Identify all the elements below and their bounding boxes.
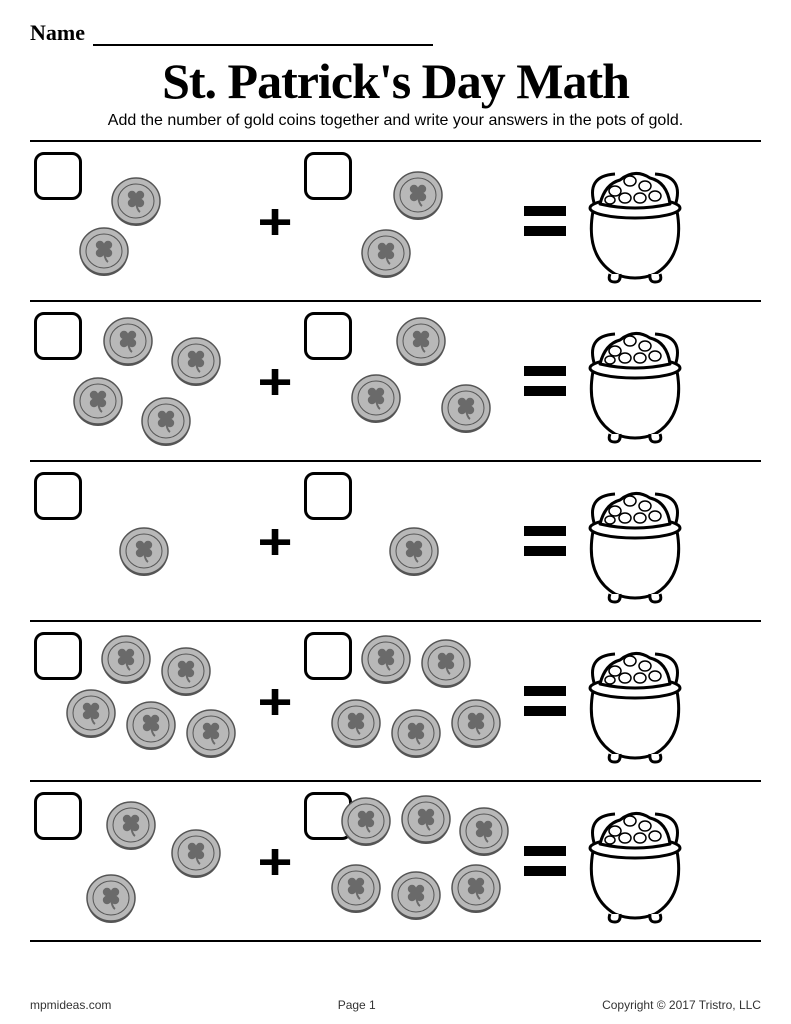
coin-icon — [100, 634, 152, 686]
coin-icon — [392, 170, 444, 222]
footer-copyright: Copyright © 2017 Tristro, LLC — [602, 998, 761, 1012]
coin-icon — [390, 870, 442, 922]
coin-icon — [140, 396, 192, 448]
coin-icon — [78, 226, 130, 278]
coin-icon — [395, 316, 447, 368]
coin-icon — [185, 708, 237, 760]
coins-group — [30, 628, 250, 774]
coin-icon — [118, 526, 170, 578]
plus-sign: + — [250, 832, 300, 891]
coins-group — [300, 308, 520, 454]
footer-page-number: Page 1 — [338, 998, 376, 1012]
pot-of-gold-icon[interactable] — [570, 791, 700, 931]
coins-group — [30, 308, 250, 454]
footer-website: mpmideas.com — [30, 998, 111, 1012]
operand-right — [300, 788, 520, 934]
coin-icon — [72, 376, 124, 428]
problems-container: + — [30, 140, 761, 942]
coin-icon — [450, 698, 502, 750]
operand-left — [30, 788, 250, 934]
name-line: Name — [30, 20, 761, 46]
pot-of-gold-icon[interactable] — [570, 631, 700, 771]
coin-icon — [458, 806, 510, 858]
plus-sign: + — [250, 672, 300, 731]
operand-right — [300, 148, 520, 294]
operand-left — [30, 308, 250, 454]
pot-of-gold-icon[interactable] — [570, 471, 700, 611]
instructions-text: Add the number of gold coins together an… — [30, 112, 761, 130]
equals-sign — [520, 526, 570, 556]
coins-group — [30, 788, 250, 934]
problem-row: + — [30, 622, 761, 782]
coin-icon — [340, 796, 392, 848]
coin-icon — [105, 800, 157, 852]
coin-icon — [330, 698, 382, 750]
coin-icon — [400, 794, 452, 846]
name-label: Name — [30, 20, 85, 46]
coin-icon — [420, 638, 472, 690]
problem-row: + — [30, 462, 761, 622]
coin-icon — [85, 873, 137, 925]
operand-left — [30, 628, 250, 774]
coins-group — [300, 468, 520, 614]
coins-group — [300, 628, 520, 774]
operand-left — [30, 148, 250, 294]
coins-group — [30, 468, 250, 614]
coin-icon — [102, 316, 154, 368]
coin-icon — [170, 828, 222, 880]
operand-right — [300, 628, 520, 774]
problem-row: + — [30, 302, 761, 462]
equals-sign — [520, 366, 570, 396]
coin-icon — [110, 176, 162, 228]
operand-right — [300, 308, 520, 454]
coin-icon — [330, 863, 382, 915]
coin-icon — [160, 646, 212, 698]
pot-of-gold-icon[interactable] — [570, 311, 700, 451]
problem-row: + — [30, 782, 761, 942]
operand-left — [30, 468, 250, 614]
plus-sign: + — [250, 512, 300, 571]
page-footer: mpmideas.com Page 1 Copyright © 2017 Tri… — [30, 998, 761, 1012]
coin-icon — [170, 336, 222, 388]
coins-group — [30, 148, 250, 294]
equals-sign — [520, 686, 570, 716]
coins-group — [300, 788, 520, 934]
coin-icon — [388, 526, 440, 578]
page-title: St. Patrick's Day Math — [30, 52, 761, 110]
coin-icon — [450, 863, 502, 915]
coin-icon — [65, 688, 117, 740]
coin-icon — [440, 383, 492, 435]
coin-icon — [125, 700, 177, 752]
plus-sign: + — [250, 192, 300, 251]
equals-sign — [520, 206, 570, 236]
problem-row: + — [30, 142, 761, 302]
equals-sign — [520, 846, 570, 876]
operand-right — [300, 468, 520, 614]
coins-group — [300, 148, 520, 294]
plus-sign: + — [250, 352, 300, 411]
coin-icon — [360, 634, 412, 686]
name-underline[interactable] — [93, 44, 433, 46]
coin-icon — [350, 373, 402, 425]
coin-icon — [360, 228, 412, 280]
pot-of-gold-icon[interactable] — [570, 151, 700, 291]
coin-icon — [390, 708, 442, 760]
